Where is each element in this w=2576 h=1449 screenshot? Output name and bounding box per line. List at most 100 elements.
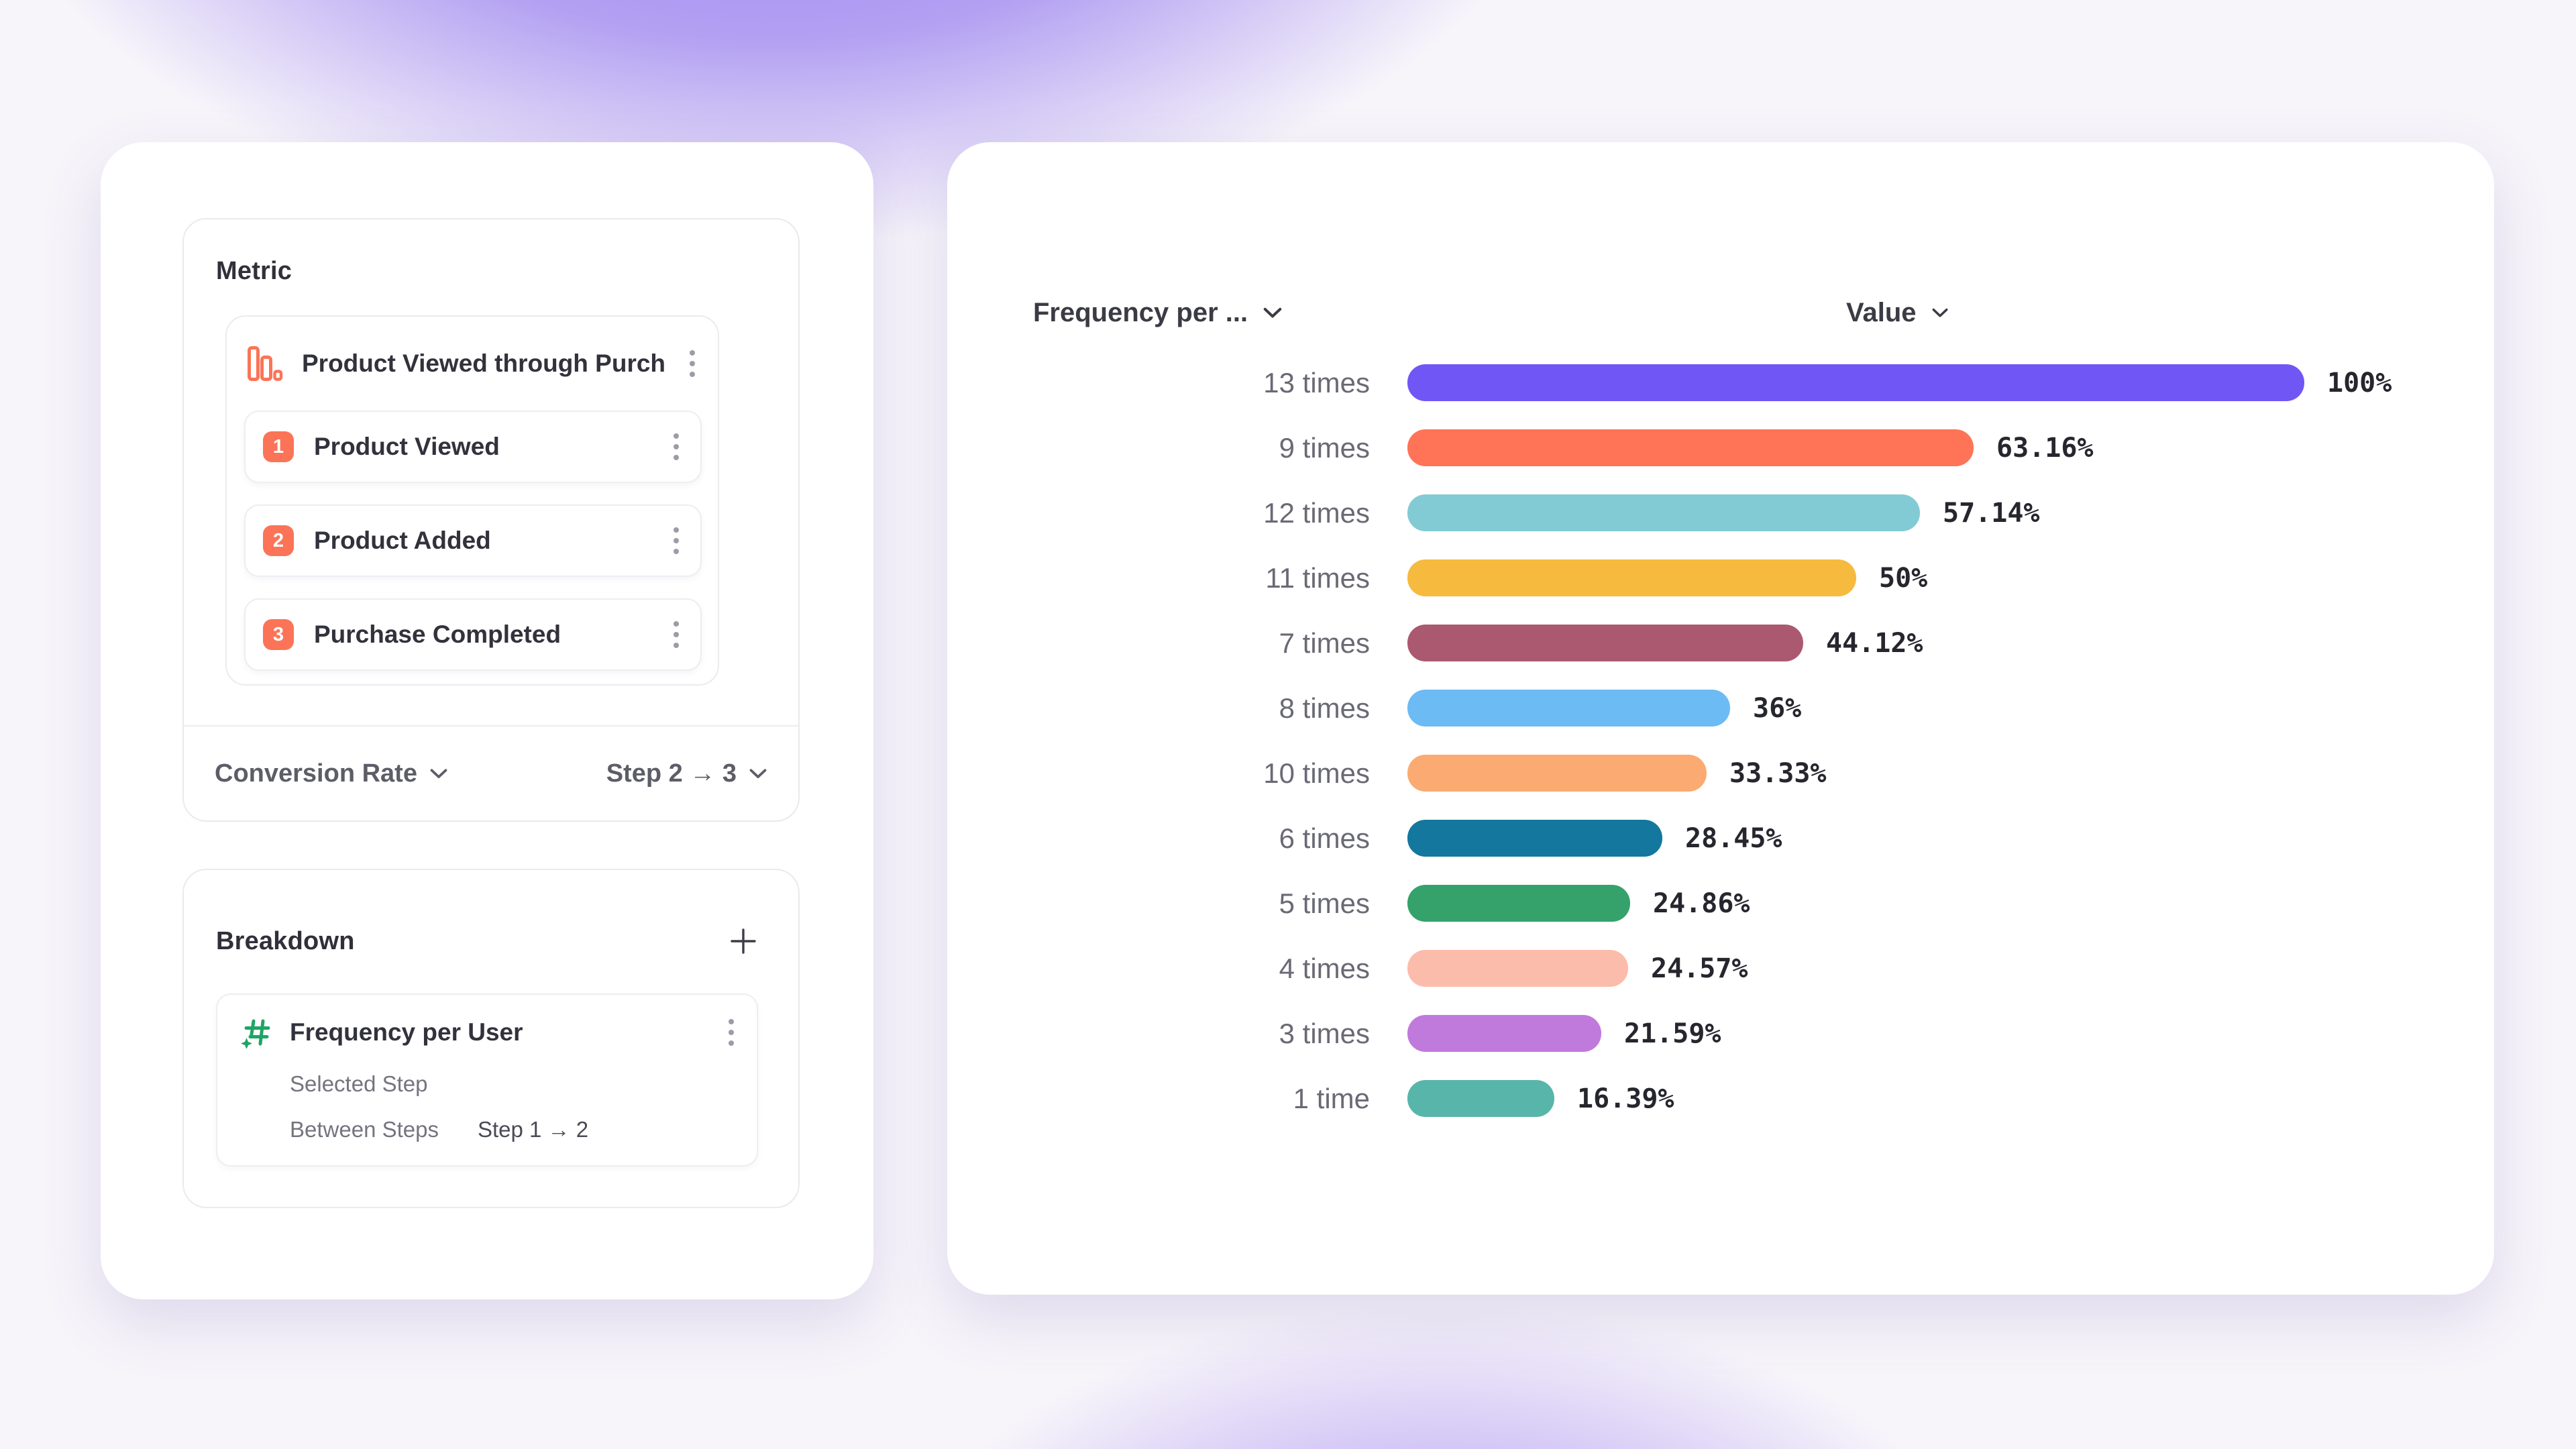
value-label: 100% bbox=[2327, 367, 2392, 398]
bar[interactable] bbox=[1407, 690, 1730, 727]
chart-row: 1 time 16.39% bbox=[947, 1066, 2494, 1131]
value-label: 16.39% bbox=[1577, 1083, 1674, 1114]
x-axis-dropdown-label: Frequency per ... bbox=[1033, 298, 1248, 327]
divider bbox=[184, 725, 798, 727]
step-range-dropdown[interactable]: Step 2 → 3 bbox=[606, 759, 767, 788]
chart-row: 12 times 57.14% bbox=[947, 480, 2494, 545]
breakdown-header: Breakdown bbox=[216, 926, 758, 956]
funnel-steps: 1 Product Viewed 2 Product Added 3 Purch… bbox=[227, 411, 718, 684]
value-label: 36% bbox=[1753, 692, 1802, 724]
category-label: 13 times bbox=[1263, 366, 1370, 398]
step-label: Product Viewed bbox=[314, 433, 500, 460]
step-label: Product Added bbox=[314, 527, 491, 554]
breakdown-between-steps-row[interactable]: Between Steps Step 1 → 2 bbox=[290, 1117, 739, 1142]
chevron-down-icon bbox=[749, 768, 767, 778]
breakdown-section-title: Breakdown bbox=[216, 926, 355, 955]
kebab-menu-icon[interactable] bbox=[668, 428, 684, 466]
category-label: 6 times bbox=[1279, 822, 1370, 854]
metric-footer: Conversion Rate Step 2 → 3 bbox=[184, 727, 798, 820]
chevron-down-icon bbox=[1932, 308, 1947, 317]
chart-row: 8 times 36% bbox=[947, 676, 2494, 741]
add-breakdown-button[interactable] bbox=[729, 926, 758, 956]
bar[interactable] bbox=[1407, 820, 1662, 857]
funnel-title: Product Viewed through Purch... bbox=[302, 350, 665, 377]
bar[interactable] bbox=[1407, 885, 1630, 922]
value-label: 21.59% bbox=[1624, 1018, 1721, 1049]
value-label: 24.86% bbox=[1653, 888, 1750, 919]
chart-row: 4 times 24.57% bbox=[947, 936, 2494, 1001]
step-number-badge: 1 bbox=[263, 431, 294, 462]
chart-row: 7 times 44.12% bbox=[947, 610, 2494, 676]
funnel-chart-icon bbox=[247, 345, 283, 382]
chart-row: 11 times 50% bbox=[947, 545, 2494, 610]
breakdown-property-name: Frequency per User bbox=[290, 1018, 523, 1046]
breakdown-item[interactable]: Frequency per User Selected Step Between… bbox=[216, 994, 758, 1167]
x-axis-dropdown[interactable]: Frequency per ... bbox=[1033, 298, 1283, 328]
metric-card: Metric Product Viewed through Purch... bbox=[182, 218, 800, 822]
category-label: 3 times bbox=[1279, 1017, 1370, 1049]
value-label: 50% bbox=[1879, 562, 1928, 594]
funnel-group: Product Viewed through Purch... 1 Produc… bbox=[225, 315, 719, 686]
funnel-step-3[interactable]: 3 Purchase Completed bbox=[244, 598, 702, 671]
breakdown-card: Breakdown bbox=[182, 869, 800, 1208]
funnel-step-1[interactable]: 1 Product Viewed bbox=[244, 411, 702, 483]
bar[interactable] bbox=[1407, 950, 1628, 987]
step-range-label: Step 2 → 3 bbox=[606, 759, 737, 788]
chart-row: 6 times 28.45% bbox=[947, 806, 2494, 871]
kebab-menu-icon[interactable] bbox=[723, 1014, 739, 1051]
bar-chart: 13 times 100% 9 times 63.16% 12 times 57.14% 1… bbox=[947, 350, 2494, 1131]
kebab-menu-icon[interactable] bbox=[684, 345, 700, 382]
category-label: 7 times bbox=[1279, 627, 1370, 659]
step-label: Purchase Completed bbox=[314, 621, 561, 648]
value-label: 24.57% bbox=[1651, 953, 1748, 984]
breakdown-selected-step-row[interactable]: Selected Step bbox=[290, 1071, 739, 1097]
breakdown-item-header: Frequency per User bbox=[240, 1014, 739, 1051]
chart-row: 9 times 63.16% bbox=[947, 415, 2494, 480]
value-dropdown[interactable]: Value bbox=[1846, 298, 1949, 328]
between-steps-label: Between Steps bbox=[290, 1117, 439, 1142]
chevron-down-icon bbox=[1263, 307, 1282, 318]
bar[interactable] bbox=[1407, 625, 1803, 661]
value-label: 57.14% bbox=[1943, 497, 2040, 529]
chart-row: 5 times 24.86% bbox=[947, 871, 2494, 936]
category-label: 4 times bbox=[1279, 952, 1370, 984]
category-label: 8 times bbox=[1279, 692, 1370, 724]
between-steps-value: Step 1 → 2 bbox=[477, 1117, 589, 1142]
kebab-menu-icon[interactable] bbox=[668, 616, 684, 653]
category-label: 1 time bbox=[1293, 1082, 1370, 1114]
bar[interactable] bbox=[1407, 494, 1920, 531]
bar[interactable] bbox=[1407, 1015, 1601, 1052]
step-number-badge: 2 bbox=[263, 525, 294, 556]
category-label: 11 times bbox=[1265, 561, 1370, 594]
metric-section-title: Metric bbox=[216, 257, 292, 285]
bar[interactable] bbox=[1407, 559, 1856, 596]
bar[interactable] bbox=[1407, 429, 1974, 466]
step-number-badge: 3 bbox=[263, 619, 294, 650]
chart-row: 10 times 33.33% bbox=[947, 741, 2494, 806]
funnel-header-row[interactable]: Product Viewed through Purch... bbox=[227, 317, 718, 411]
category-label: 5 times bbox=[1279, 887, 1370, 919]
kebab-menu-icon[interactable] bbox=[668, 522, 684, 559]
query-builder-panel: Metric Product Viewed through Purch... bbox=[101, 142, 873, 1299]
value-label: 63.16% bbox=[1996, 432, 2094, 464]
conversion-rate-label: Conversion Rate bbox=[215, 759, 417, 788]
category-label: 12 times bbox=[1263, 496, 1370, 529]
funnel-step-2[interactable]: 2 Product Added bbox=[244, 504, 702, 577]
value-label: 33.33% bbox=[1729, 757, 1827, 789]
chart-row: 3 times 21.59% bbox=[947, 1001, 2494, 1066]
chevron-down-icon bbox=[430, 768, 447, 778]
value-dropdown-label: Value bbox=[1846, 298, 1917, 327]
category-label: 10 times bbox=[1263, 757, 1370, 789]
chart-row: 13 times 100% bbox=[947, 350, 2494, 415]
chart-panel: Frequency per ... Value 13 times 100% 9 ti… bbox=[947, 142, 2494, 1295]
value-label: 28.45% bbox=[1685, 822, 1782, 854]
category-label: 9 times bbox=[1279, 431, 1370, 464]
bar[interactable] bbox=[1407, 755, 1707, 792]
selected-step-label: Selected Step bbox=[290, 1071, 428, 1096]
value-label: 44.12% bbox=[1826, 627, 1923, 659]
bar[interactable] bbox=[1407, 364, 2304, 401]
numeric-property-icon bbox=[240, 1016, 272, 1049]
conversion-rate-dropdown[interactable]: Conversion Rate bbox=[215, 759, 448, 788]
bar[interactable] bbox=[1407, 1080, 1554, 1117]
